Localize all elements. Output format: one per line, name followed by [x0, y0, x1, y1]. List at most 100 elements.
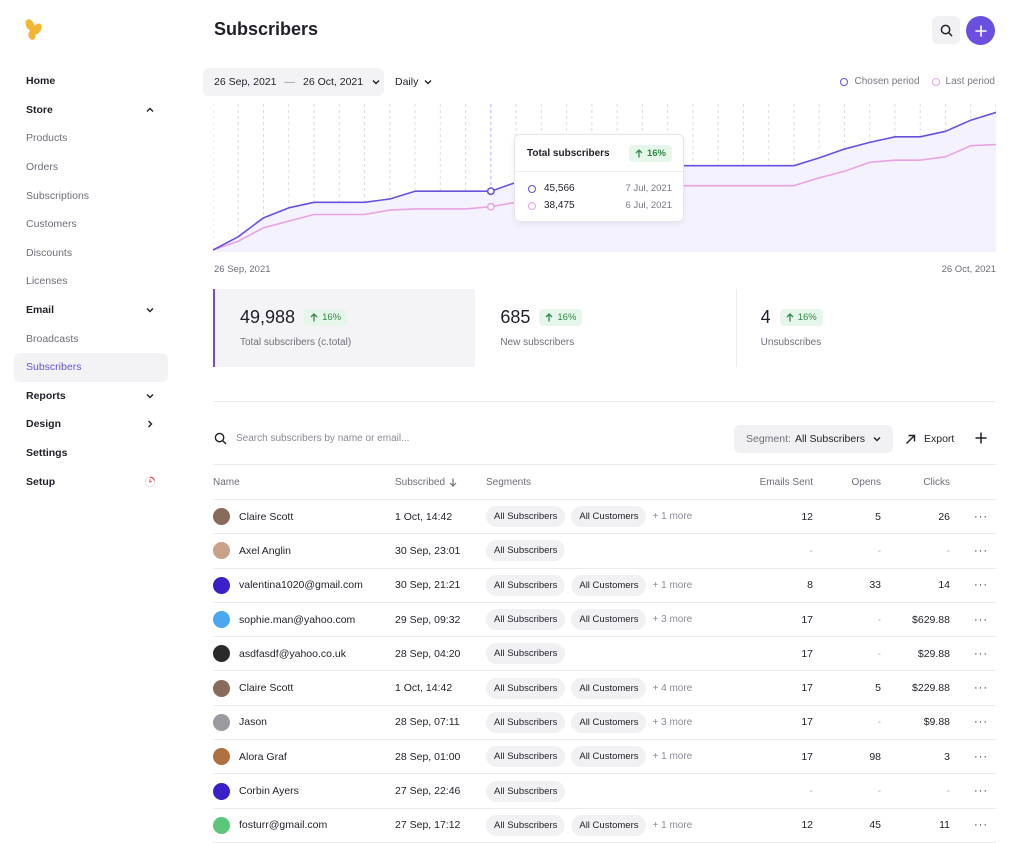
segment-chip[interactable]: All Subscribers: [486, 780, 566, 802]
table-row[interactable]: Corbin Ayers 27 Sep, 22:46 All Subscribe…: [213, 774, 996, 809]
name-cell: Claire Scott: [213, 679, 395, 697]
chart-end-date: 26 Oct, 2021: [941, 264, 996, 275]
subscriber-name[interactable]: valentina1020@gmail.com: [239, 579, 363, 592]
segment-chip[interactable]: All Customers: [571, 677, 647, 699]
stat-new-subscribers[interactable]: 685 16% New subscribers: [475, 289, 735, 367]
sidebar-item-subscribers[interactable]: Subscribers: [14, 352, 168, 382]
subscriber-name[interactable]: Corbin Ayers: [239, 785, 299, 798]
col-opens[interactable]: Opens: [851, 476, 881, 488]
table-row[interactable]: Axel Anglin 30 Sep, 23:01 All Subscriber…: [213, 534, 996, 569]
sidebar-item-subscriptions[interactable]: Subscriptions: [14, 181, 168, 210]
segment-select[interactable]: Segment: All Subscribers: [734, 425, 893, 453]
tooltip-badge: 16%: [628, 144, 672, 162]
row-actions-button[interactable]: ···: [950, 545, 996, 557]
row-actions-button[interactable]: ···: [950, 614, 996, 626]
sidebar-item-customers[interactable]: Customers: [14, 210, 168, 239]
segment-chip[interactable]: All Subscribers: [486, 677, 566, 699]
segment-chip[interactable]: All Customers: [571, 609, 647, 631]
clicks-value: 3: [944, 750, 950, 763]
subscriber-name[interactable]: Claire Scott: [239, 510, 294, 523]
name-cell: Axel Anglin: [213, 542, 395, 560]
table-row[interactable]: Jason 28 Sep, 07:11 All Subscribers All C…: [213, 706, 996, 741]
segment-chip[interactable]: All Customers: [571, 746, 647, 768]
col-subscribed[interactable]: Subscribed: [395, 477, 486, 488]
segment-chip[interactable]: All Subscribers: [486, 574, 566, 596]
divider: [213, 464, 996, 465]
segment-chip[interactable]: All Subscribers: [486, 540, 566, 562]
row-actions-button[interactable]: ···: [950, 751, 996, 763]
search-placeholder[interactable]: Search subscribers by name or email...: [236, 432, 410, 444]
sidebar-item-setup[interactable]: Setup: [14, 467, 168, 496]
more-segments-link[interactable]: + 1 more: [652, 511, 693, 523]
subscriber-name[interactable]: Jason: [239, 716, 268, 729]
col-clicks[interactable]: Clicks: [923, 476, 950, 488]
stat-unsubscribes[interactable]: 4 16% Unsubscribes: [735, 289, 996, 367]
date-range-picker[interactable]: 26 Sep, 2021 — 26 Oct, 2021: [203, 68, 384, 96]
segment-chip[interactable]: All Subscribers: [486, 814, 566, 836]
subscriber-name[interactable]: Claire Scott: [239, 682, 294, 695]
col-name[interactable]: Name: [213, 476, 240, 488]
sidebar-item-design[interactable]: Design: [14, 410, 168, 439]
chevron-down-icon: [144, 390, 156, 402]
subscribed-date: 28 Sep, 01:00: [395, 750, 461, 763]
search-button[interactable]: [932, 16, 960, 44]
sidebar-item-settings[interactable]: Settings: [14, 439, 168, 468]
segment-chip[interactable]: All Subscribers: [486, 609, 566, 631]
avatar: [213, 576, 230, 594]
more-segments-link[interactable]: + 3 more: [652, 614, 693, 626]
interval-select[interactable]: Daily: [395, 68, 433, 96]
table-row[interactable]: fosturr@gmail.com 27 Sep, 17:12 All Subs…: [213, 809, 996, 843]
segment-chip[interactable]: All Subscribers: [486, 746, 566, 768]
more-horizontal-icon: ···: [974, 785, 988, 798]
sort-down-icon: [449, 478, 457, 487]
segment-chip[interactable]: All Subscribers: [486, 506, 566, 528]
table-row[interactable]: asdfasdf@yahoo.co.uk 28 Sep, 04:20 All S…: [213, 637, 996, 672]
subscriber-name[interactable]: sophie.man@yahoo.com: [239, 613, 356, 626]
row-actions-button[interactable]: ···: [950, 648, 996, 660]
sidebar-item-reports[interactable]: Reports: [14, 382, 168, 411]
table-row[interactable]: sophie.man@yahoo.com 29 Sep, 09:32 All S…: [213, 603, 996, 638]
segment-chip[interactable]: All Customers: [571, 814, 647, 836]
subscriber-name[interactable]: Alora Graf: [239, 750, 287, 763]
table-row[interactable]: Claire Scott 1 Oct, 14:42 All Subscriber…: [213, 671, 996, 706]
subscriber-name[interactable]: fosturr@gmail.com: [239, 819, 328, 832]
row-actions-button[interactable]: ···: [950, 511, 996, 523]
logo-icon[interactable]: [24, 18, 44, 42]
more-segments-link[interactable]: + 1 more: [652, 819, 693, 831]
segment-chip[interactable]: All Customers: [571, 506, 647, 528]
row-actions-button[interactable]: ···: [950, 682, 996, 694]
more-segments-link[interactable]: + 1 more: [652, 751, 693, 763]
row-actions-button[interactable]: ···: [950, 819, 996, 831]
sidebar-item-broadcasts[interactable]: Broadcasts: [14, 324, 168, 353]
subscriber-search[interactable]: Search subscribers by name or email...: [214, 425, 409, 451]
more-segments-link[interactable]: + 3 more: [652, 716, 693, 728]
table-row[interactable]: Claire Scott 1 Oct, 14:42 All Subscriber…: [213, 500, 996, 535]
row-actions-button[interactable]: ···: [950, 579, 996, 591]
sidebar-item-home[interactable]: Home: [14, 67, 168, 96]
segment-chip[interactable]: All Subscribers: [486, 643, 566, 665]
sidebar-item-label: Store: [26, 103, 53, 116]
sidebar-item-orders[interactable]: Orders: [14, 153, 168, 182]
segment-chip[interactable]: All Customers: [571, 711, 647, 733]
stat-total-subscribers[interactable]: 49,988 16% Total subscribers (c.total): [213, 289, 476, 367]
more-segments-link[interactable]: + 4 more: [652, 682, 693, 694]
subscriber-name[interactable]: asdfasdf@yahoo.co.uk: [239, 647, 346, 660]
segment-chip[interactable]: All Customers: [571, 574, 647, 596]
col-emails-sent[interactable]: Emails Sent: [759, 476, 813, 488]
row-actions-button[interactable]: ···: [950, 716, 996, 728]
more-segments-link[interactable]: + 1 more: [652, 579, 693, 591]
sidebar-item-email[interactable]: Email: [14, 296, 168, 325]
subscriber-name[interactable]: Axel Anglin: [239, 544, 291, 557]
sidebar-item-products[interactable]: Products: [14, 124, 168, 153]
add-subscriber-button[interactable]: [966, 16, 995, 45]
sidebar-item-discounts[interactable]: Discounts: [14, 239, 168, 268]
sidebar-item-licenses[interactable]: Licenses: [14, 267, 168, 296]
export-button[interactable]: Export: [905, 425, 954, 453]
segment-chip[interactable]: All Subscribers: [486, 711, 566, 733]
sidebar-item-store[interactable]: Store: [14, 96, 168, 125]
table-row[interactable]: Alora Graf 28 Sep, 01:00 All Subscribers…: [213, 740, 996, 775]
row-actions-button[interactable]: ···: [950, 785, 996, 797]
col-segments[interactable]: Segments: [486, 476, 532, 488]
add-column-plus-icon[interactable]: [974, 431, 988, 445]
table-row[interactable]: valentina1020@gmail.com 30 Sep, 21:21 Al…: [213, 569, 996, 603]
